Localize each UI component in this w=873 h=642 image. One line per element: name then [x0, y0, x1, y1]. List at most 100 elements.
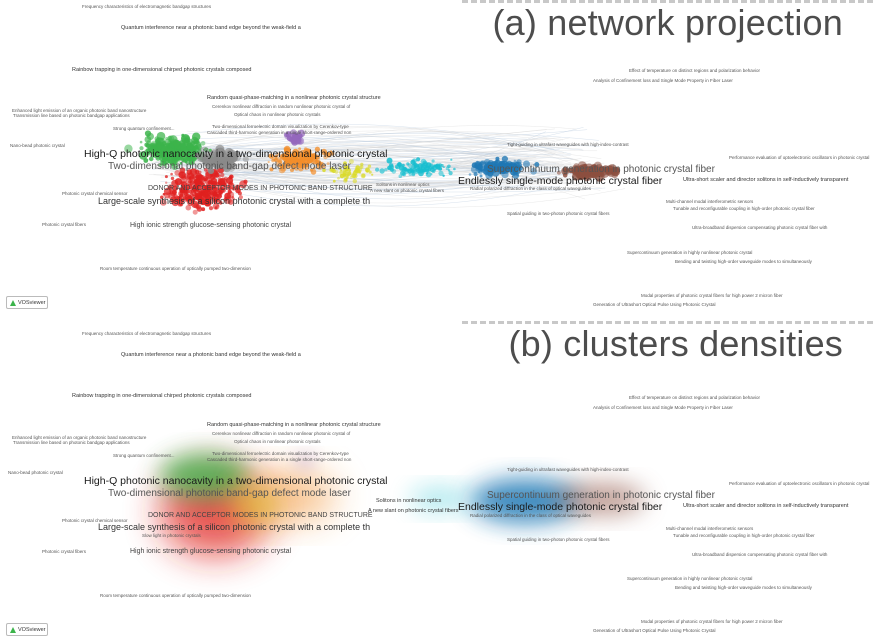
node-label-major[interactable]: Supercontinuum generation in photonic cr…: [487, 490, 715, 501]
node-label[interactable]: Performance evaluation of optoelectronic…: [729, 481, 870, 486]
node-label[interactable]: DONOR AND ACCEPTOR MODES IN PHOTONIC BAN…: [148, 185, 373, 192]
network-node: [450, 158, 453, 161]
node-label[interactable]: Room temperature continuous operation of…: [100, 266, 251, 271]
node-label[interactable]: Strong quantum confinement...: [113, 453, 175, 458]
network-node: [148, 156, 154, 162]
node-label[interactable]: Cascaded third-harmonic generation in a …: [207, 457, 352, 462]
node-label[interactable]: Slow light in photonic crystals: [142, 533, 201, 538]
node-label[interactable]: Multi-channel modal interferometric sens…: [666, 526, 754, 531]
node-label[interactable]: Radial polarized diffraction in the clas…: [470, 186, 591, 191]
node-label[interactable]: High ionic strength glucose-sensing phot…: [130, 222, 292, 229]
node-label[interactable]: Cascaded third-harmonic generation in a …: [207, 130, 352, 135]
node-label[interactable]: Supercontinuum generation in highly nonl…: [627, 576, 753, 581]
density-blob: [410, 487, 470, 511]
network-node: [422, 168, 427, 173]
network-node: [468, 173, 472, 176]
network-node: [442, 166, 445, 169]
node-label-major[interactable]: Large-scale synthesis of a silicon photo…: [98, 522, 371, 532]
node-label[interactable]: A new slant on photonic crystal fibers: [370, 188, 445, 193]
node-label[interactable]: Enhanced light emission of an organic ph…: [12, 108, 147, 113]
network-node: [572, 172, 581, 181]
node-label[interactable]: Photonic crystal chemical sensor: [62, 518, 128, 523]
node-label[interactable]: Effect of temperature on distinct region…: [629, 68, 760, 73]
density-visualization[interactable]: [0, 321, 873, 642]
node-label[interactable]: Cerenkov nonlinear diffraction in random…: [212, 431, 351, 436]
node-label[interactable]: Two-dimensional ferroelectric domain vis…: [212, 451, 349, 456]
node-label[interactable]: Random quasi-phase-matching in a nonline…: [207, 422, 381, 428]
node-label[interactable]: Photonic crystal chemical sensor: [62, 191, 128, 196]
node-label[interactable]: Ultra-broadband dispersion compensating …: [692, 225, 828, 230]
node-label[interactable]: Transmission line based on photonic band…: [13, 113, 130, 118]
node-label-major[interactable]: High-Q photonic nanocavity in a two-dime…: [84, 475, 388, 487]
node-label[interactable]: Modal properties of photonic crystal fib…: [641, 293, 783, 298]
node-label[interactable]: Tunable and reconfigurable coupling in h…: [673, 206, 815, 211]
network-node: [181, 181, 188, 188]
vosviewer-logo-icon: [10, 299, 16, 306]
link-line: [208, 144, 602, 165]
node-label[interactable]: Tight-guiding in ultrafast waveguides wi…: [507, 467, 629, 472]
network-node: [200, 141, 206, 146]
node-label-major[interactable]: Endlessly single-mode photonic crystal f…: [458, 175, 663, 187]
node-label[interactable]: Frequency characteristics of electromagn…: [82, 331, 212, 336]
node-label[interactable]: Rainbow trapping in one-dimensional chir…: [72, 393, 252, 399]
node-label[interactable]: Solitons in nonlinear optics: [376, 182, 430, 187]
node-label[interactable]: DONOR AND ACCEPTOR MODES IN PHOTONIC BAN…: [148, 512, 373, 519]
node-label[interactable]: Solitons in nonlinear optics: [376, 498, 442, 504]
node-label[interactable]: Performance evaluation of optoelectronic…: [729, 155, 870, 160]
network-node: [283, 145, 291, 153]
network-node: [329, 167, 334, 173]
node-label[interactable]: Tight-guiding in ultrafast waveguides wi…: [507, 142, 629, 147]
network-node: [170, 176, 175, 181]
network-visualization[interactable]: [0, 0, 873, 321]
node-label[interactable]: Supercontinuum generation in highly nonl…: [627, 250, 753, 255]
node-label[interactable]: Photonic crystal fibers: [42, 549, 87, 554]
node-label[interactable]: Radial polarized diffraction in the clas…: [470, 513, 591, 518]
node-label[interactable]: Transmission line based on photonic band…: [13, 440, 130, 445]
node-label[interactable]: Random quasi-phase-matching in a nonline…: [207, 95, 381, 101]
node-label[interactable]: Frequency characteristics of electromagn…: [82, 4, 212, 9]
network-node: [157, 137, 166, 146]
node-label[interactable]: Optical chaos in nonlinear photonic crys…: [234, 112, 321, 117]
node-label[interactable]: Bending and twisting high-order waveguid…: [675, 585, 812, 590]
node-label[interactable]: Ultra-short scaler and director solitons…: [683, 503, 849, 509]
node-label[interactable]: Analysis of Confinement loss and Single …: [593, 405, 733, 410]
node-label[interactable]: Ultra-short scaler and director solitons…: [683, 177, 849, 183]
node-label[interactable]: Photonic crystal fibers: [42, 222, 87, 227]
node-label[interactable]: Strong quantum confinement...: [113, 126, 175, 131]
node-label[interactable]: Rainbow trapping in one-dimensional chir…: [72, 67, 252, 73]
node-label-major[interactable]: Two-dimensional photonic band-gap defect…: [108, 488, 351, 499]
node-label[interactable]: Enhanced light emission of an organic ph…: [12, 435, 147, 440]
node-label[interactable]: Bending and twisting high-order waveguid…: [675, 259, 812, 264]
node-label[interactable]: Two-dimensional ferroelectric domain vis…: [212, 124, 349, 129]
node-label[interactable]: Effect of temperature on distinct region…: [629, 395, 760, 400]
node-label[interactable]: Quantum interference near a photonic ban…: [121, 25, 301, 31]
network-node: [285, 153, 290, 158]
node-label[interactable]: Cerenkov nonlinear diffraction in random…: [212, 104, 351, 109]
node-label[interactable]: Spatial guiding in two-photon photonic c…: [507, 211, 610, 216]
network-node: [212, 193, 219, 200]
node-label[interactable]: Spatial guiding in two-photon photonic c…: [507, 537, 610, 542]
node-label[interactable]: Multi-channel modal interferometric sens…: [666, 199, 754, 204]
node-label-major[interactable]: Two-dimensional photonic band-gap defect…: [108, 161, 351, 172]
node-label[interactable]: High ionic strength glucose-sensing phot…: [130, 548, 292, 555]
network-node: [308, 150, 312, 154]
node-label[interactable]: Room temperature continuous operation of…: [100, 593, 251, 598]
node-label[interactable]: Optical chaos in nonlinear photonic crys…: [234, 439, 321, 444]
node-label[interactable]: Modal properties of photonic crystal fib…: [641, 619, 783, 624]
node-label[interactable]: Nano-bead photonic crystal: [10, 143, 65, 148]
node-label[interactable]: Generation of Ultrashort Optical Pulse U…: [593, 628, 716, 633]
network-node: [147, 148, 151, 151]
node-label[interactable]: Tunable and reconfigurable coupling in h…: [673, 533, 815, 538]
network-node: [154, 153, 161, 160]
node-label[interactable]: Generation of Ultrashort Optical Pulse U…: [593, 302, 716, 307]
node-label-major[interactable]: Large-scale synthesis of a silicon photo…: [98, 196, 371, 206]
node-label-major[interactable]: Supercontinuum generation in photonic cr…: [487, 164, 715, 175]
node-label[interactable]: Nano-bead photonic crystal: [8, 470, 63, 475]
node-label-major[interactable]: Endlessly single-mode photonic crystal f…: [458, 501, 663, 513]
node-label-major[interactable]: High-Q photonic nanocavity in a two-dime…: [84, 148, 388, 160]
node-label[interactable]: Ultra-broadband dispersion compensating …: [692, 552, 828, 557]
node-label[interactable]: Analysis of Confinement loss and Single …: [593, 78, 733, 83]
node-label[interactable]: Quantum interference near a photonic ban…: [121, 352, 301, 358]
node-label[interactable]: A new slant on photonic crystal fibers: [368, 508, 459, 514]
network-node: [322, 168, 326, 173]
